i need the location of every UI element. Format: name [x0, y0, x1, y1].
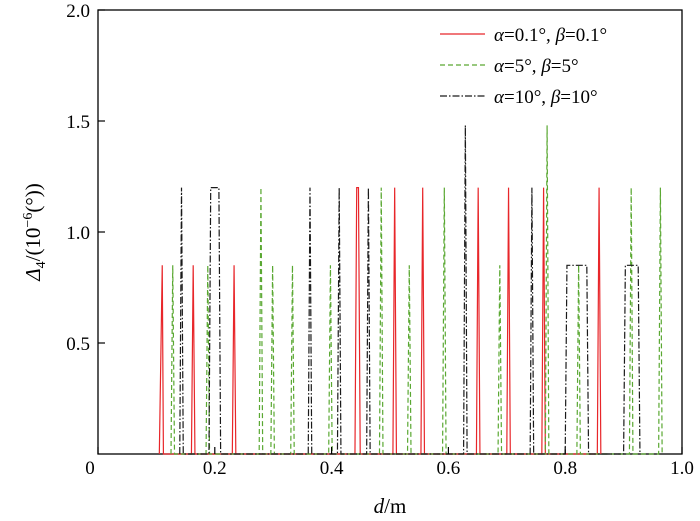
y-tick-label: 1.0	[66, 223, 90, 244]
x-tick-label: 0.6	[437, 458, 461, 479]
legend-label-series-3: α=10°, β=10°	[494, 87, 598, 108]
y-tick-label: 2.0	[66, 1, 90, 22]
y-tick-label: 0.5	[66, 334, 90, 355]
x-axis-label: d/m	[374, 494, 407, 518]
x-tick-label: 1.0	[670, 458, 694, 479]
x-tick-label: 0.2	[203, 458, 227, 479]
tick-layer: 0 0.2 0.4 0.6 0.8 1.0 0.5 1.0 1.5 2.0	[66, 1, 694, 479]
y-axis-label: Δ4/(10−6(°))	[21, 183, 49, 281]
x-tick-label: 0.4	[320, 458, 344, 479]
x-tick-label: 0	[85, 458, 95, 479]
series-line-3	[179, 125, 641, 455]
x-tick-label: 0.8	[553, 458, 577, 479]
legend: α=0.1°, β=0.1° α=5°, β=5° α=10°, β=10°	[440, 25, 607, 108]
y-tick-label: 1.5	[66, 112, 90, 133]
series-layer	[158, 125, 663, 455]
legend-label-series-1: α=0.1°, β=0.1°	[494, 25, 607, 46]
legend-label-series-2: α=5°, β=5°	[494, 56, 579, 77]
plot-frame	[97, 9, 683, 455]
series-line-2	[170, 125, 663, 455]
